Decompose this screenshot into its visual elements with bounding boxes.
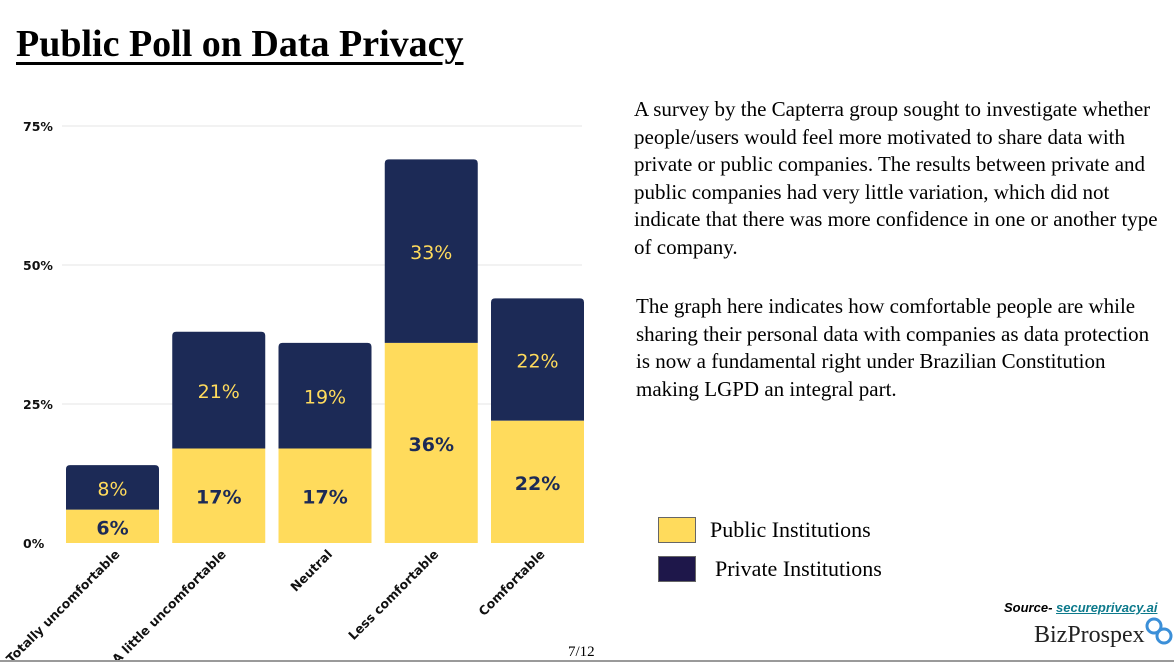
legend-label-public: Public Institutions: [710, 517, 871, 542]
bar-segment-private: [491, 298, 584, 421]
bar-segment-public: [66, 509, 159, 543]
x-tick-label: A little uncomfortable: [109, 547, 229, 660]
x-tick-label: Comfortable: [475, 547, 547, 619]
bottom-divider: [0, 660, 1174, 662]
data-label: 33%: [410, 242, 452, 264]
data-label: 8%: [97, 478, 127, 500]
y-tick-label: 75%: [23, 119, 53, 134]
legend-label-private: Private Institutions: [715, 556, 882, 581]
y-tick-label: 25%: [23, 397, 53, 412]
bar-segment-public: [278, 448, 372, 543]
y-tick-label: 50%: [23, 258, 53, 273]
source-prefix: Source-: [1004, 600, 1057, 615]
legend-item-private: Private Institutions: [658, 556, 882, 582]
bar-segment-public: [491, 420, 584, 543]
x-tick-label: Less comfortable: [345, 547, 441, 643]
data-label: 36%: [409, 434, 454, 456]
data-label: 22%: [516, 351, 558, 373]
legend-item-public: Public Institutions: [658, 517, 871, 543]
source-link[interactable]: secureprivacy.ai: [1056, 600, 1158, 615]
page-number: 7/12: [568, 644, 595, 660]
x-tick-label: Neutral: [287, 547, 335, 595]
data-label: 22%: [515, 473, 560, 495]
bar-segment-public: [384, 342, 478, 543]
description-paragraph-1: A survey by the Capterra group sought to…: [634, 97, 1158, 259]
legend-swatch-private: [658, 556, 696, 582]
x-tick-label: Totally uncomfortable: [3, 547, 123, 660]
stacked-bar-chart: 0% 25% 50% 75% 6% 8% Totally uncomfortable 17% 2…: [3, 119, 584, 660]
source-note: Source- secureprivacy.ai: [1004, 600, 1157, 615]
bar-segment-public: [172, 448, 266, 543]
legend-swatch-public: [658, 517, 696, 543]
y-tick-label: 0%: [23, 536, 45, 551]
data-label: 19%: [304, 387, 346, 409]
description-paragraph-2: The graph here indicates how comfortable…: [636, 294, 1150, 401]
bizprospex-logo: BizProspex: [1034, 617, 1174, 649]
bar-segment-private: [384, 159, 478, 343]
page-title: Public Poll on Data Privacy: [16, 23, 464, 65]
data-label: 17%: [196, 487, 241, 509]
logo-text: BizProspex: [1034, 622, 1145, 648]
data-label: 17%: [302, 487, 347, 509]
bar-segment-private: [278, 342, 372, 449]
bar-segment-private: [66, 465, 159, 510]
chain-link-icon: [1145, 617, 1173, 645]
data-label: 6%: [96, 517, 128, 539]
bar-segment-private: [172, 331, 266, 449]
data-label: 21%: [198, 381, 240, 403]
